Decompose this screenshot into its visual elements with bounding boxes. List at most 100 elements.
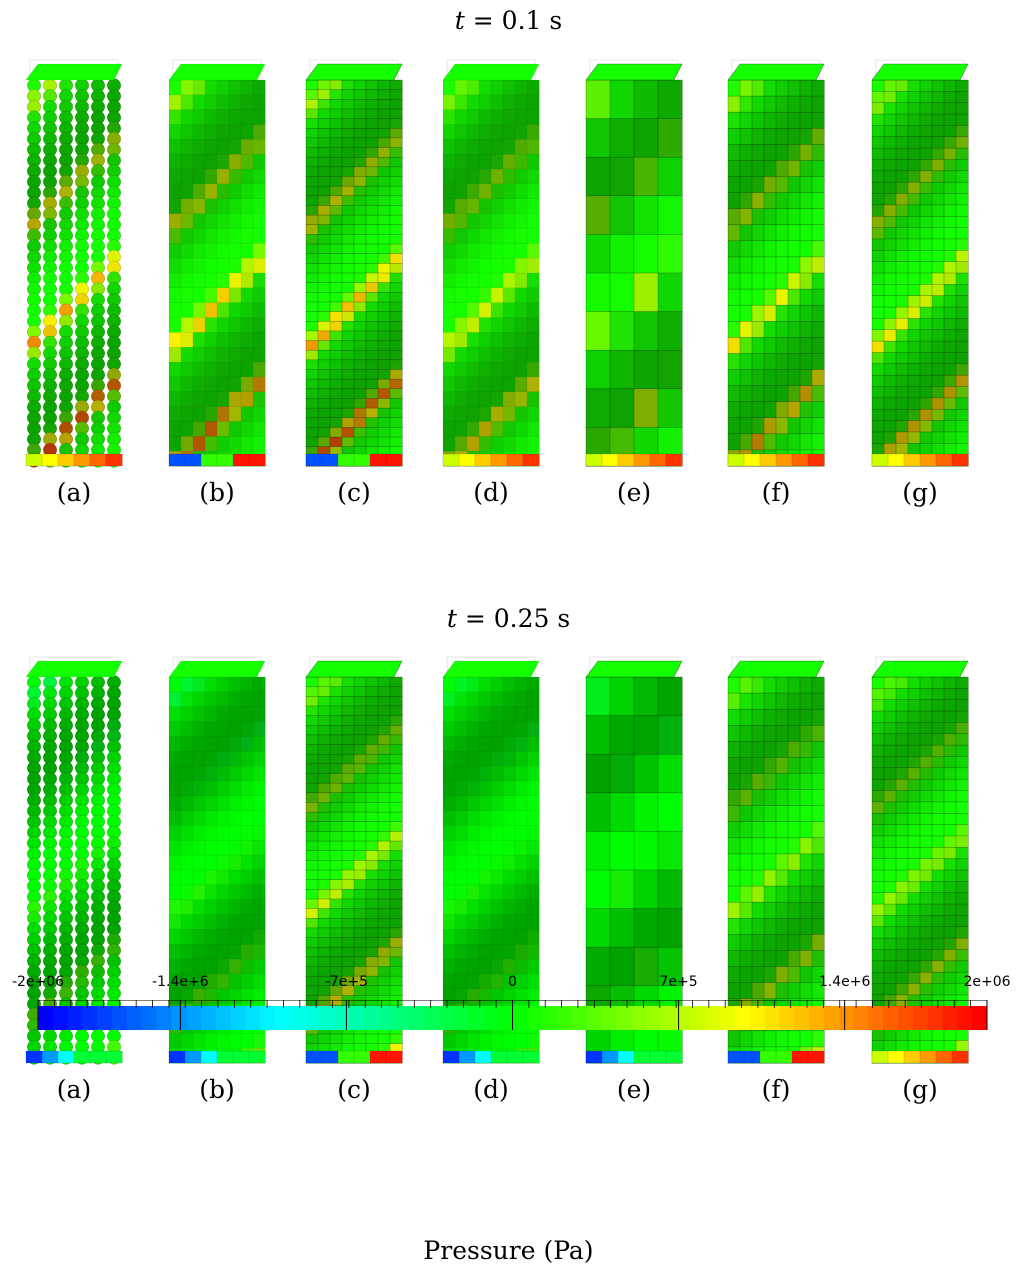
mesh-cell (514, 94, 528, 111)
mesh-cell (466, 168, 480, 185)
mesh-cell (931, 215, 945, 229)
mesh-cell (377, 860, 391, 871)
mesh-cell (216, 736, 230, 752)
mesh-cell (216, 139, 230, 155)
mesh-cell (775, 337, 789, 354)
mesh-cell (907, 306, 921, 319)
mesh-cell (739, 240, 753, 258)
mesh-cell (365, 773, 379, 784)
mesh-cell (907, 722, 921, 735)
mesh-cell (365, 79, 379, 91)
mesh-cell (585, 676, 611, 717)
mesh-cell (919, 193, 933, 206)
mesh-cell (317, 937, 331, 948)
mesh-cell (180, 391, 194, 408)
mesh-cell (727, 417, 741, 435)
mesh-cell (168, 884, 182, 901)
mesh-cell (811, 192, 825, 210)
mesh-cell (317, 99, 331, 110)
mesh-cell (727, 966, 741, 984)
mesh-cell (329, 359, 343, 371)
mesh-cell (490, 795, 504, 812)
mesh-cell (811, 95, 825, 113)
mesh-cell (919, 443, 933, 456)
mesh-cell (305, 311, 319, 322)
mesh-cell (871, 801, 885, 814)
mesh-cell (317, 734, 331, 746)
mesh-cell (216, 124, 230, 140)
mesh-cell (168, 257, 182, 274)
mesh-cell (329, 263, 343, 274)
mesh-cell (216, 168, 230, 185)
mesh-cell (787, 128, 801, 145)
top-face (585, 660, 683, 678)
mesh-cell (365, 879, 379, 890)
mesh-cell (389, 349, 403, 361)
row-title-text: = 0.1 s (464, 6, 563, 35)
mesh-cell (389, 831, 403, 842)
mesh-cell (216, 973, 230, 990)
colorbar-segment (764, 1006, 780, 1030)
mesh-cell (490, 973, 504, 990)
mesh-cell (883, 960, 897, 973)
mesh-cell (502, 929, 516, 945)
mesh-cell (317, 176, 331, 187)
mesh-cell (919, 329, 933, 342)
mesh-cell (478, 272, 492, 289)
mesh-cell (739, 192, 753, 210)
mesh-cell (305, 340, 319, 351)
mesh-cell (871, 915, 885, 928)
mesh-cell (514, 376, 528, 393)
mesh-cell (252, 973, 266, 990)
mesh-cell (955, 1040, 969, 1053)
mesh-cell (943, 790, 957, 803)
column-render (871, 656, 969, 1064)
mesh-cell (526, 213, 540, 230)
mesh-cell (365, 889, 379, 900)
mesh-cell (180, 691, 194, 708)
mesh-cell (919, 306, 933, 319)
mesh-cell (787, 192, 801, 210)
mesh-cell (442, 706, 456, 723)
mesh-cell (871, 238, 885, 251)
mesh-cell (389, 156, 403, 168)
mesh-cell (943, 306, 957, 319)
mesh-cell (955, 926, 969, 939)
twisted-column-panel (866, 655, 974, 1073)
mesh-cell (365, 753, 379, 765)
mesh-cell (811, 128, 825, 145)
mesh-cell (883, 767, 897, 780)
mesh-cell (454, 124, 468, 140)
mesh-cell (763, 789, 777, 807)
mesh-cell (240, 750, 254, 767)
mesh-cell (305, 956, 319, 968)
mesh-cell (240, 765, 254, 782)
mesh-cell (341, 205, 355, 216)
mesh-cell (775, 433, 789, 451)
mesh-cell (751, 369, 765, 387)
base-cell (25, 1050, 43, 1064)
mesh-cell (365, 860, 379, 871)
mesh-cell (317, 205, 331, 216)
mesh-cell (657, 156, 683, 197)
mesh-cell (252, 765, 266, 782)
mesh-cell (775, 773, 789, 791)
mesh-cell (526, 168, 540, 185)
mesh-cell (192, 914, 206, 930)
mesh-cell (514, 302, 528, 319)
mesh-cell (365, 908, 379, 919)
mesh-cell (341, 398, 355, 409)
mesh-cell (180, 676, 194, 693)
mesh-cell (883, 881, 897, 894)
mesh-cell (252, 302, 266, 319)
mesh-cell (895, 318, 909, 331)
mesh-cell (871, 329, 885, 342)
mesh-cell (799, 95, 813, 113)
mesh-cell (180, 183, 194, 200)
mesh-cell (931, 971, 945, 985)
mesh-cell (585, 908, 611, 948)
mesh-cell (526, 810, 540, 827)
mesh-cell (329, 725, 343, 736)
mesh-cell (228, 765, 242, 782)
mesh-cell (204, 899, 218, 916)
